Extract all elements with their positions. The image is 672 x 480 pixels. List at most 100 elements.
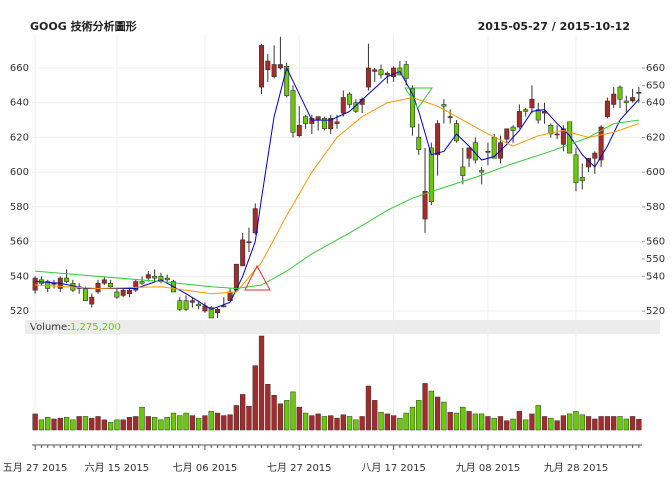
x-tick-label: 七月 27 2015 (267, 462, 332, 474)
volume-strip (25, 320, 660, 334)
candle-body (409, 88, 415, 128)
volume-bar (133, 416, 139, 431)
moving-average (35, 96, 640, 295)
volume-bar (139, 406, 145, 431)
candle-body (453, 123, 459, 142)
candle-body (101, 279, 107, 284)
candle-body (328, 118, 334, 130)
candle-body (126, 289, 132, 294)
candle-body (604, 100, 610, 117)
volume-bar (296, 406, 302, 431)
date-range: 2015-05-27 / 2015-10-12 (478, 20, 630, 33)
candle-body (510, 126, 516, 131)
y-tick-label: 520 (10, 306, 29, 317)
candle-body (45, 281, 51, 289)
candle-body (598, 126, 604, 161)
volume-bar (460, 406, 466, 431)
candle-body (422, 190, 428, 220)
volume-bar (32, 413, 38, 431)
volume-bar (45, 417, 51, 431)
volume-bar (328, 415, 334, 431)
volume-bar (227, 414, 233, 431)
volume-bar (76, 416, 82, 431)
volume-bar (585, 416, 592, 431)
candle-body (460, 166, 466, 176)
candle-body (334, 121, 340, 124)
candle-body (64, 277, 70, 282)
volume-bar (208, 411, 214, 431)
candle-body (435, 123, 441, 156)
volume-bar (189, 415, 196, 431)
moving-average (35, 119, 639, 289)
candle-body (548, 124, 554, 135)
y-tick-label: 660 (10, 63, 29, 74)
candle-body (554, 133, 560, 136)
volume-bar (57, 417, 63, 431)
candle-body (365, 67, 371, 88)
volume-bar (560, 415, 567, 431)
candle-body (177, 300, 183, 310)
candle-body (592, 152, 598, 159)
candle-body (466, 147, 472, 159)
volume-bar (258, 335, 265, 431)
volume-bar (623, 418, 629, 431)
volume-bar (51, 418, 57, 431)
volume-readout: 1,275,200 (70, 322, 121, 333)
volume-bar (598, 416, 604, 431)
volume-bar (265, 384, 271, 431)
volume-bar (70, 419, 76, 431)
volume-bar (114, 419, 120, 431)
plot: 520 540 560 580 600 620 640 660 520 540 550 560 580 6… (3, 35, 665, 474)
volume-bar (441, 401, 447, 431)
candle-body (636, 91, 642, 94)
candle-body (240, 239, 246, 267)
volume-bar (523, 419, 529, 431)
candle-body (196, 303, 202, 307)
y-tick-label: 540 (10, 271, 29, 282)
candle-body (403, 64, 409, 79)
candle-body (321, 118, 327, 130)
candle-body (611, 93, 617, 105)
y2-tick-label: 660 (646, 63, 665, 74)
volume-bar (221, 415, 227, 431)
volume-bar (504, 420, 510, 431)
volume-bar (95, 416, 101, 431)
volume-bar (617, 416, 623, 431)
candle-body (164, 277, 170, 281)
volume-bar (554, 420, 560, 431)
candle-body (347, 93, 353, 105)
volume-label: Volume: (30, 322, 71, 333)
candle-body (340, 97, 346, 114)
volume-bar (485, 416, 491, 431)
y2-tick-label: 650 (646, 80, 665, 91)
candle-body (485, 151, 491, 153)
volume-bar (592, 418, 598, 431)
volume-bar (315, 413, 321, 431)
volume-bar (567, 413, 573, 431)
x-tick-label: 五月 27 2015 (3, 462, 68, 474)
candle-body (529, 98, 535, 109)
volume-bar (604, 416, 611, 431)
candle-body (579, 177, 585, 182)
candle-body (271, 64, 277, 77)
candle-body (82, 288, 88, 301)
candle-body (441, 104, 447, 107)
y-tick-label: 560 (10, 237, 29, 248)
volume-bar (579, 414, 585, 431)
candle-body (479, 170, 485, 173)
y-tick-label: 620 (10, 132, 29, 143)
sell-signal (404, 87, 433, 109)
volume-bar (466, 411, 472, 431)
y-tick-label: 600 (10, 167, 29, 178)
candle-body (523, 109, 529, 112)
volume-bar (611, 416, 617, 431)
candle-body (208, 307, 214, 319)
candle-body (573, 154, 579, 183)
candle-body (447, 116, 453, 118)
candle-body (315, 116, 321, 121)
candle-body (560, 128, 566, 145)
volume-bar (107, 422, 114, 431)
candle-body (428, 147, 434, 202)
chart-title: GOOG 技術分析圖形 (30, 19, 137, 33)
